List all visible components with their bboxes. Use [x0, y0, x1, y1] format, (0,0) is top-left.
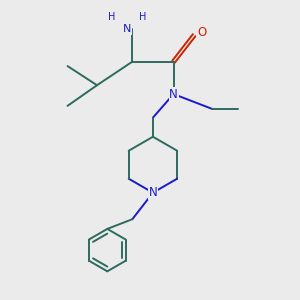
Text: N: N — [148, 186, 157, 199]
Text: H: H — [108, 12, 116, 22]
Text: N: N — [169, 88, 178, 100]
Text: O: O — [197, 26, 206, 39]
Text: N: N — [123, 24, 131, 34]
Text: H: H — [139, 12, 146, 22]
